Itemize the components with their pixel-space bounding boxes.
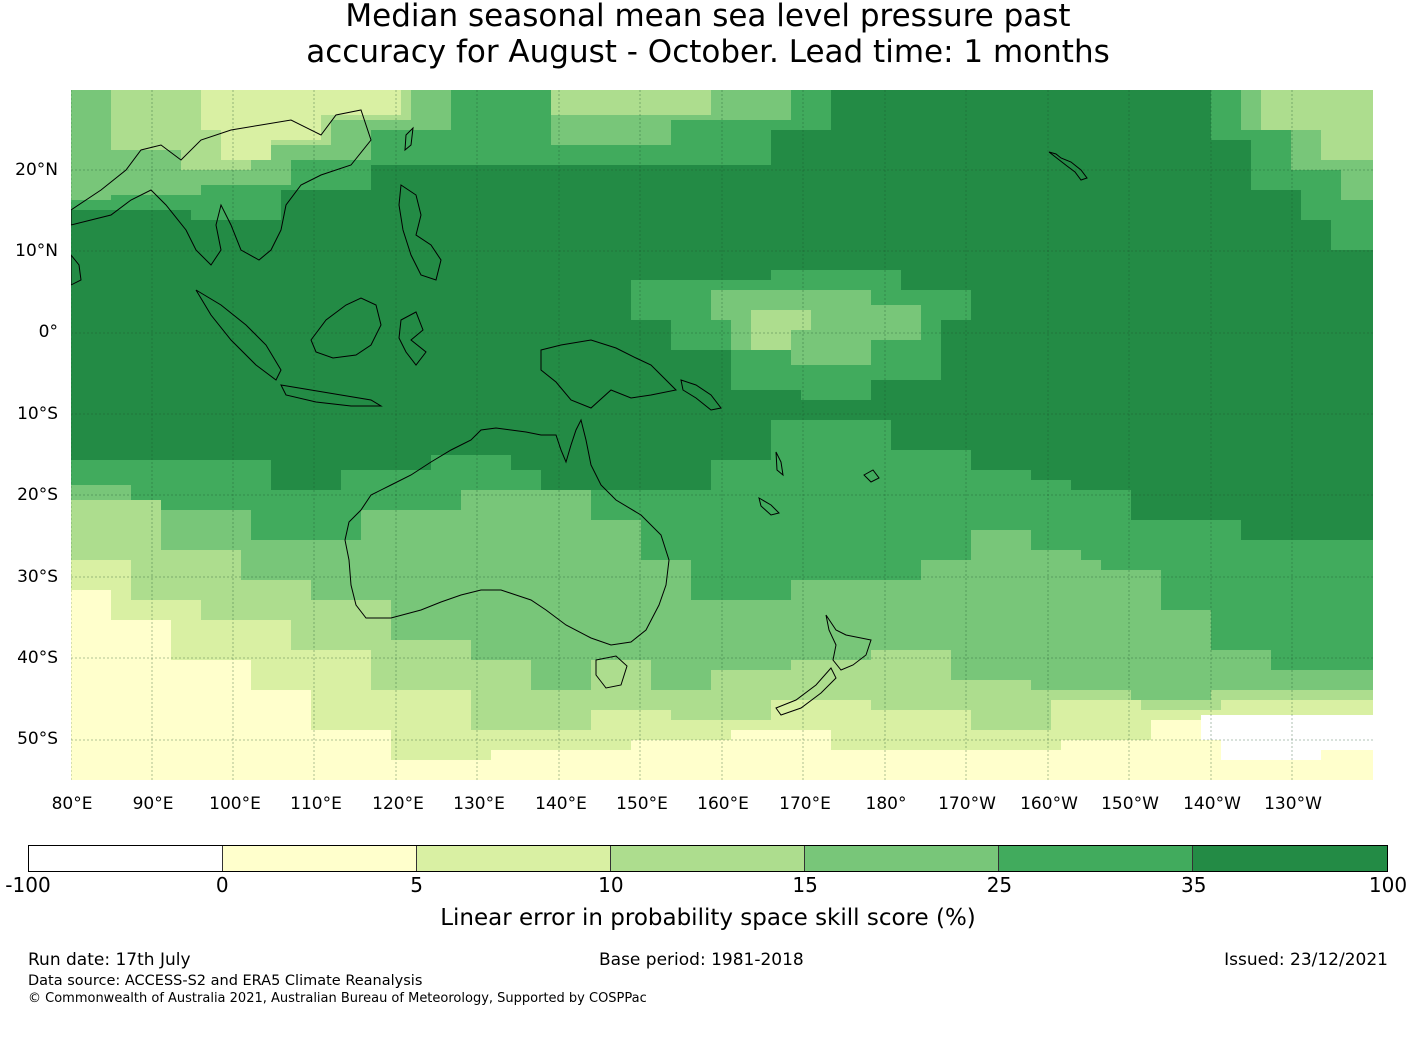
coast-new-caledonia (758, 496, 780, 516)
coast-vanuatu (775, 451, 784, 477)
region-north-central-lighter (551, 90, 711, 115)
lon-label-90e: 90°E (132, 794, 174, 814)
coast-taiwan (404, 126, 414, 152)
coast-solomon-islands (680, 379, 722, 411)
coast-borneo (310, 297, 382, 359)
colorbar-segment (29, 846, 223, 871)
region-south-pale (71, 590, 1373, 780)
lon-label-100e: 100°E (209, 794, 261, 814)
lon-label-160e: 160°E (697, 794, 749, 814)
issued-date: Issued: 23/12/2021 (1224, 950, 1388, 970)
colorbar-tick-label: 35 (1180, 873, 1207, 897)
coast-australia (344, 418, 670, 646)
base-period: Base period: 1981-2018 (599, 950, 804, 970)
region-south-yellow (71, 560, 1373, 780)
lat-label-10n: 10°N (15, 241, 58, 261)
title-line-2: accuracy for August - October. Lead time… (306, 34, 1110, 70)
colorbar-segment (611, 846, 805, 871)
coast-sulawesi (398, 311, 427, 366)
data-source: Data source: ACCESS-S2 and ERA5 Climate … (28, 973, 423, 989)
map-title: Median seasonal mean sea level pressure … (0, 0, 1416, 70)
title-line-1: Median seasonal mean sea level pressure … (345, 0, 1071, 34)
lat-label-30s: 30°S (17, 567, 58, 587)
lat-label-20s: 20°S (17, 485, 58, 505)
colorbar-segment (417, 846, 611, 871)
coast-new-zealand-north (825, 614, 872, 671)
lat-label-0: 0° (38, 322, 58, 342)
lon-label-150w: 150°W (1101, 794, 1159, 814)
region-equatorial-tongue-lighter (751, 310, 811, 350)
colorbar-tick-label: 25 (986, 873, 1013, 897)
coast-mainland-asia (71, 109, 372, 266)
graticule (71, 90, 1373, 780)
coast-sumatra (195, 289, 282, 381)
copyright: © Commonwealth of Australia 2021, Austra… (28, 991, 647, 1006)
skill-score-map (71, 90, 1373, 780)
lon-label-80e: 80°E (51, 794, 93, 814)
coast-hawaii (1048, 151, 1088, 181)
lon-label-140e: 140°E (535, 794, 587, 814)
lon-label-160w: 160°W (1020, 794, 1078, 814)
region-south-central-band (771, 420, 1151, 560)
coast-fiji (863, 469, 880, 483)
region-south-white (1201, 715, 1373, 760)
coast-new-zealand-south (775, 667, 837, 716)
lon-label-130e: 130°E (453, 794, 505, 814)
colorbar-tick-label: 15 (792, 873, 818, 897)
coast-tasmania (595, 655, 628, 689)
colorbar-segment (1193, 846, 1387, 871)
lon-label-110e: 110°E (290, 794, 342, 814)
lat-label-20n: 20°N (15, 160, 58, 180)
coastlines (71, 109, 1088, 716)
coast-sri-lanka-malaya (71, 254, 82, 286)
lon-label-170w: 170°W (938, 794, 996, 814)
colorbar-tick-label: 5 (410, 873, 423, 897)
colorbar-tick-label: 100 (1368, 873, 1408, 897)
lat-label-10s: 10°S (17, 404, 58, 424)
map-canvas (71, 90, 1373, 780)
lon-label-180: 180° (865, 794, 907, 814)
colorbar-tick-label: 10 (598, 873, 624, 897)
lat-label-40s: 40°S (17, 648, 58, 668)
lon-label-170e: 170°E (779, 794, 831, 814)
lon-label-140w: 140°W (1183, 794, 1241, 814)
lon-label-130w: 130°W (1264, 794, 1322, 814)
colorbar-tick-label: 0 (215, 873, 229, 897)
colorbar-segment (223, 846, 417, 871)
colorbar-tick-label: -100 (5, 873, 51, 897)
colorbar (28, 845, 1388, 872)
lat-label-50s: 50°S (17, 729, 58, 749)
colorbar-segment (805, 846, 999, 871)
lon-label-120e: 120°E (372, 794, 424, 814)
lon-label-150e: 150°E (616, 794, 668, 814)
coast-java (280, 384, 383, 407)
colorbar-label: Linear error in probability space skill … (440, 905, 976, 931)
coast-philippines (398, 184, 442, 281)
run-date: Run date: 17th July (28, 950, 191, 970)
region-north-east-lighter (1261, 90, 1373, 160)
colorbar-segment (999, 846, 1193, 871)
coast-new-guinea (540, 339, 678, 409)
